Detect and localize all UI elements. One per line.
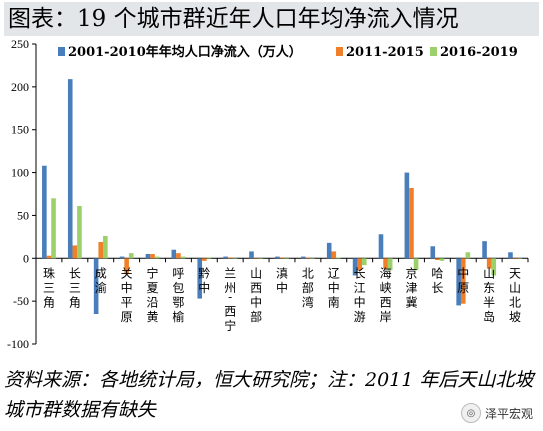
bar-s2 xyxy=(331,251,337,259)
bar-s2 xyxy=(486,258,492,269)
bar-s3 xyxy=(232,258,238,259)
chart-title: 图表：19 个城市群近年人口年均净流入情况 xyxy=(4,2,539,36)
bar-s2 xyxy=(227,257,233,259)
bar-s2 xyxy=(383,258,388,269)
source-note: 资料来源：各地统计局，恒大研究院；注：2011 年后天山北坡城市群数据有缺失 xyxy=(4,369,534,421)
y-tick-label: 250 xyxy=(11,37,29,51)
y-tick-label: -100 xyxy=(7,337,29,351)
bar-s2 xyxy=(512,258,518,259)
bar-s1 xyxy=(223,256,228,259)
category-label: 长江中游 xyxy=(354,266,366,324)
bar-s3 xyxy=(465,252,471,259)
bar-s1 xyxy=(482,241,487,259)
bar-s3 xyxy=(51,198,56,259)
bar-s2 xyxy=(124,258,129,274)
bar-chart: -100 -50 0 50 100 150 200 250 珠三角 长三角 成渝 关中平原 宁夏沿黄 呼包… xyxy=(7,37,529,351)
category-label: 珠三角 xyxy=(43,266,55,309)
bar-s1 xyxy=(456,258,461,306)
bar-s1 xyxy=(326,242,332,259)
bar-s3 xyxy=(491,258,497,276)
bar-s1 xyxy=(378,234,384,259)
category-label: 长三角 xyxy=(69,266,81,309)
bar-s3 xyxy=(128,253,134,259)
y-tick-label: 150 xyxy=(11,123,29,137)
bar-s3 xyxy=(361,258,367,266)
legend-swatch xyxy=(430,47,437,56)
bar-s1 xyxy=(197,258,203,299)
category-label: 海峡西岸 xyxy=(380,265,392,324)
bar-s1 xyxy=(275,256,280,259)
bar-s3 xyxy=(103,236,108,259)
bar-s2 xyxy=(202,258,207,261)
bar-s1 xyxy=(300,256,306,259)
bar-s2 xyxy=(460,258,466,304)
bar-s1 xyxy=(430,246,436,259)
legend-label: 2001-2010年年均人口净流入（万人） xyxy=(68,44,302,60)
bar-s2 xyxy=(98,242,104,259)
bar-s2 xyxy=(357,258,362,271)
bar-s1 xyxy=(404,172,410,259)
bar-s3 xyxy=(258,258,264,259)
bar-s3 xyxy=(154,256,160,259)
category-label: 北部湾 xyxy=(302,266,314,309)
bar-s1 xyxy=(67,79,73,259)
category-label: 呼包鄂榆 xyxy=(172,266,184,324)
bar-s2 xyxy=(72,245,78,259)
legend-swatch xyxy=(336,47,343,56)
bar-s3 xyxy=(206,257,212,259)
legend-label: 2016-2019 xyxy=(440,45,518,60)
category-label: 黔中 xyxy=(198,265,210,295)
bar-s1 xyxy=(171,249,177,259)
bar-s3 xyxy=(77,206,82,259)
category-label: 天山北坡 xyxy=(509,266,521,324)
watermark-text: 泽平宏观 xyxy=(484,406,533,421)
y-tick-label: -50 xyxy=(13,294,29,308)
category-label: 山西中部 xyxy=(250,266,262,324)
bar-s1 xyxy=(249,251,254,259)
category-label: 关中平原 xyxy=(121,266,133,324)
y-tick-label: 100 xyxy=(11,166,29,180)
watermark: ◎ 泽平宏观 xyxy=(460,403,533,423)
category-label: 京津冀 xyxy=(405,266,417,309)
category-label: 宁夏沿黄 xyxy=(147,265,159,324)
bar-s3 xyxy=(413,258,419,271)
bar-s3 xyxy=(310,258,315,259)
bar-s2 xyxy=(435,258,440,260)
bar-s1 xyxy=(93,258,99,314)
category-label: 山东半岛 xyxy=(483,266,495,324)
category-label: 成渝 xyxy=(95,266,107,295)
bar-s1 xyxy=(145,254,151,259)
category-label: 兰州-西宁 xyxy=(224,266,236,333)
bar-s2 xyxy=(176,253,181,259)
bar-s1 xyxy=(119,256,125,259)
bar-s2 xyxy=(279,257,285,259)
y-tick-label: 50 xyxy=(17,208,29,222)
bar-s2 xyxy=(46,255,52,259)
y-tick-label: 0 xyxy=(23,251,29,265)
category-label: 中原 xyxy=(457,265,469,295)
category-label: 辽中南 xyxy=(328,266,340,309)
bar-s2 xyxy=(305,257,311,259)
wechat-icon: ◎ xyxy=(460,403,481,423)
bar-s2 xyxy=(253,258,259,259)
bar-s3 xyxy=(387,258,393,271)
bar-s2 xyxy=(409,188,414,259)
category-label: 哈长 xyxy=(431,266,443,295)
legend-swatch xyxy=(58,47,65,56)
bar-s3 xyxy=(517,258,522,259)
category-label: 滇中 xyxy=(276,266,288,295)
bar-s1 xyxy=(352,258,358,276)
bar-s2 xyxy=(150,254,155,259)
bar-s3 xyxy=(284,258,289,259)
bar-s3 xyxy=(439,258,445,261)
bar-s3 xyxy=(180,256,186,259)
bar-s3 xyxy=(336,257,341,259)
y-tick-label: 200 xyxy=(11,80,29,94)
bar-s1 xyxy=(42,165,47,259)
legend-label: 2011-2015 xyxy=(346,45,424,60)
bar-s1 xyxy=(508,252,513,259)
